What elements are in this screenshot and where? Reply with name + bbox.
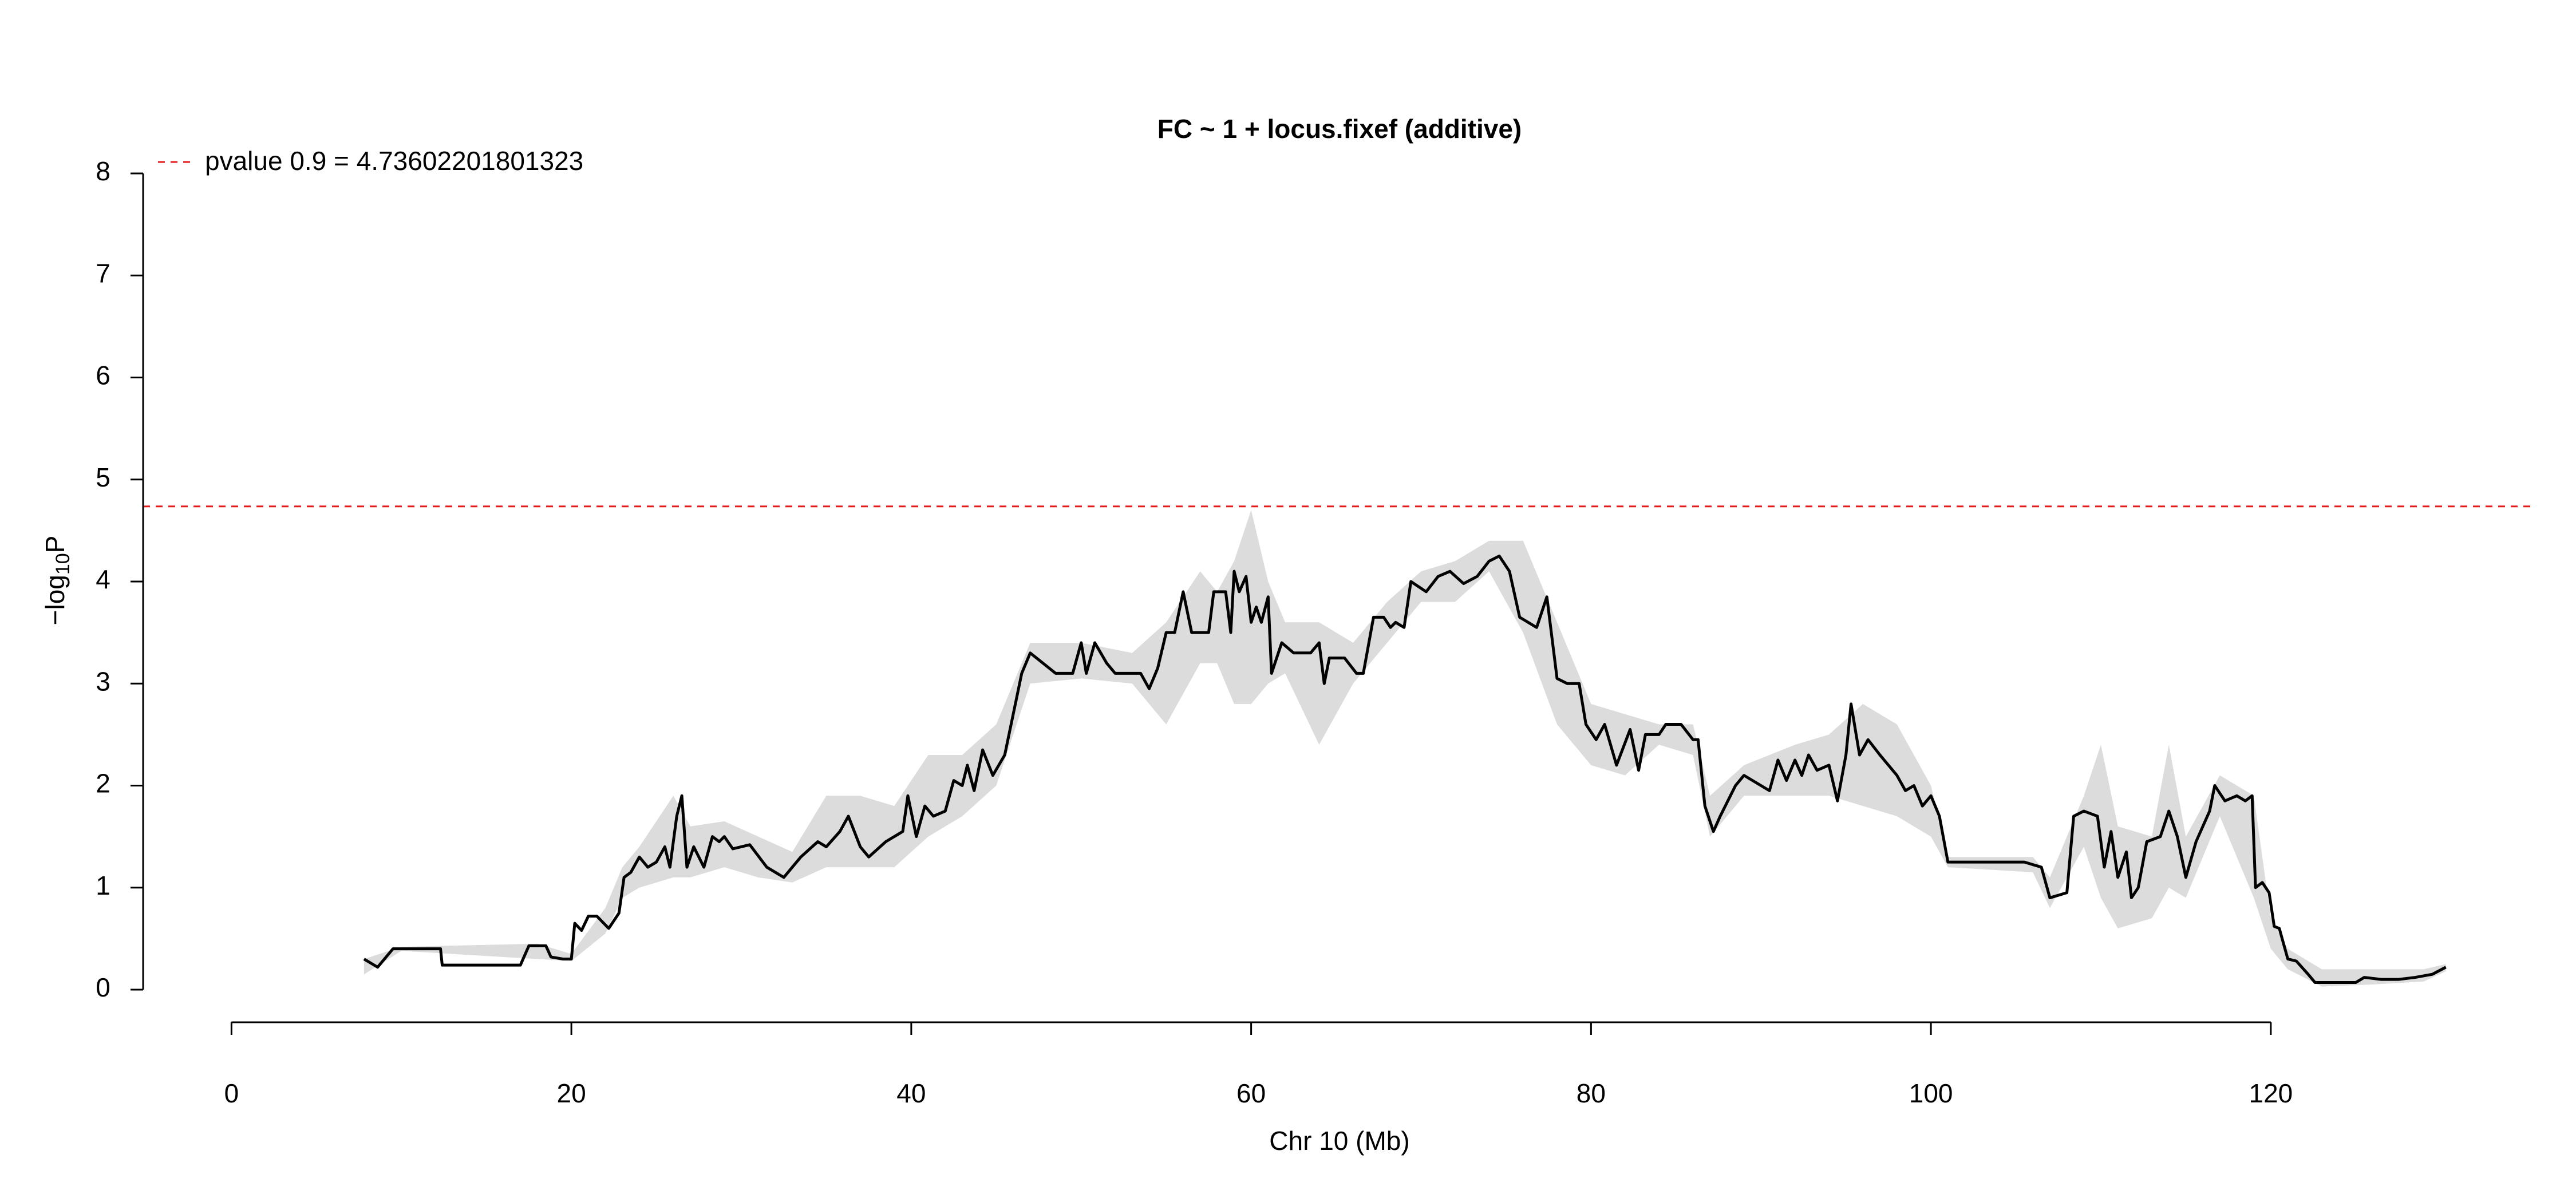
y-label-sub: 10 xyxy=(52,553,74,575)
chart-title: FC ~ 1 + locus.fixef (additive) xyxy=(1157,114,1522,144)
y-tick-label: 0 xyxy=(96,972,110,1002)
x-tick-label: 40 xyxy=(896,1078,926,1108)
y-tick-label: 4 xyxy=(96,564,110,594)
y-tick-label: 6 xyxy=(96,361,110,390)
data-line xyxy=(363,554,2447,984)
x-tick-label: 80 xyxy=(1577,1078,1606,1108)
y-tick-label: 1 xyxy=(96,871,110,900)
y-tick-label: 5 xyxy=(96,462,110,492)
y-label-part: −log xyxy=(40,575,70,625)
y-tick-label: 3 xyxy=(96,666,110,696)
y-axis-label: −log10P xyxy=(40,536,74,626)
y-tick-label: 8 xyxy=(96,156,110,186)
legend-label: pvalue 0.9 = 4.73602201801323 xyxy=(205,146,583,176)
y-tick-label: 2 xyxy=(96,769,110,798)
x-tick-label: 60 xyxy=(1236,1078,1266,1108)
y-label-part: P xyxy=(40,536,70,553)
x-tick-label: 20 xyxy=(557,1078,586,1108)
band xyxy=(364,510,2446,987)
x-axis-label: Chr 10 (Mb) xyxy=(1269,1126,1409,1156)
x-tick-label: 120 xyxy=(2249,1078,2293,1108)
x-tick-label: 100 xyxy=(1909,1078,1953,1108)
y-tick-label: 7 xyxy=(96,258,110,288)
x-tick-label: 0 xyxy=(224,1078,239,1108)
